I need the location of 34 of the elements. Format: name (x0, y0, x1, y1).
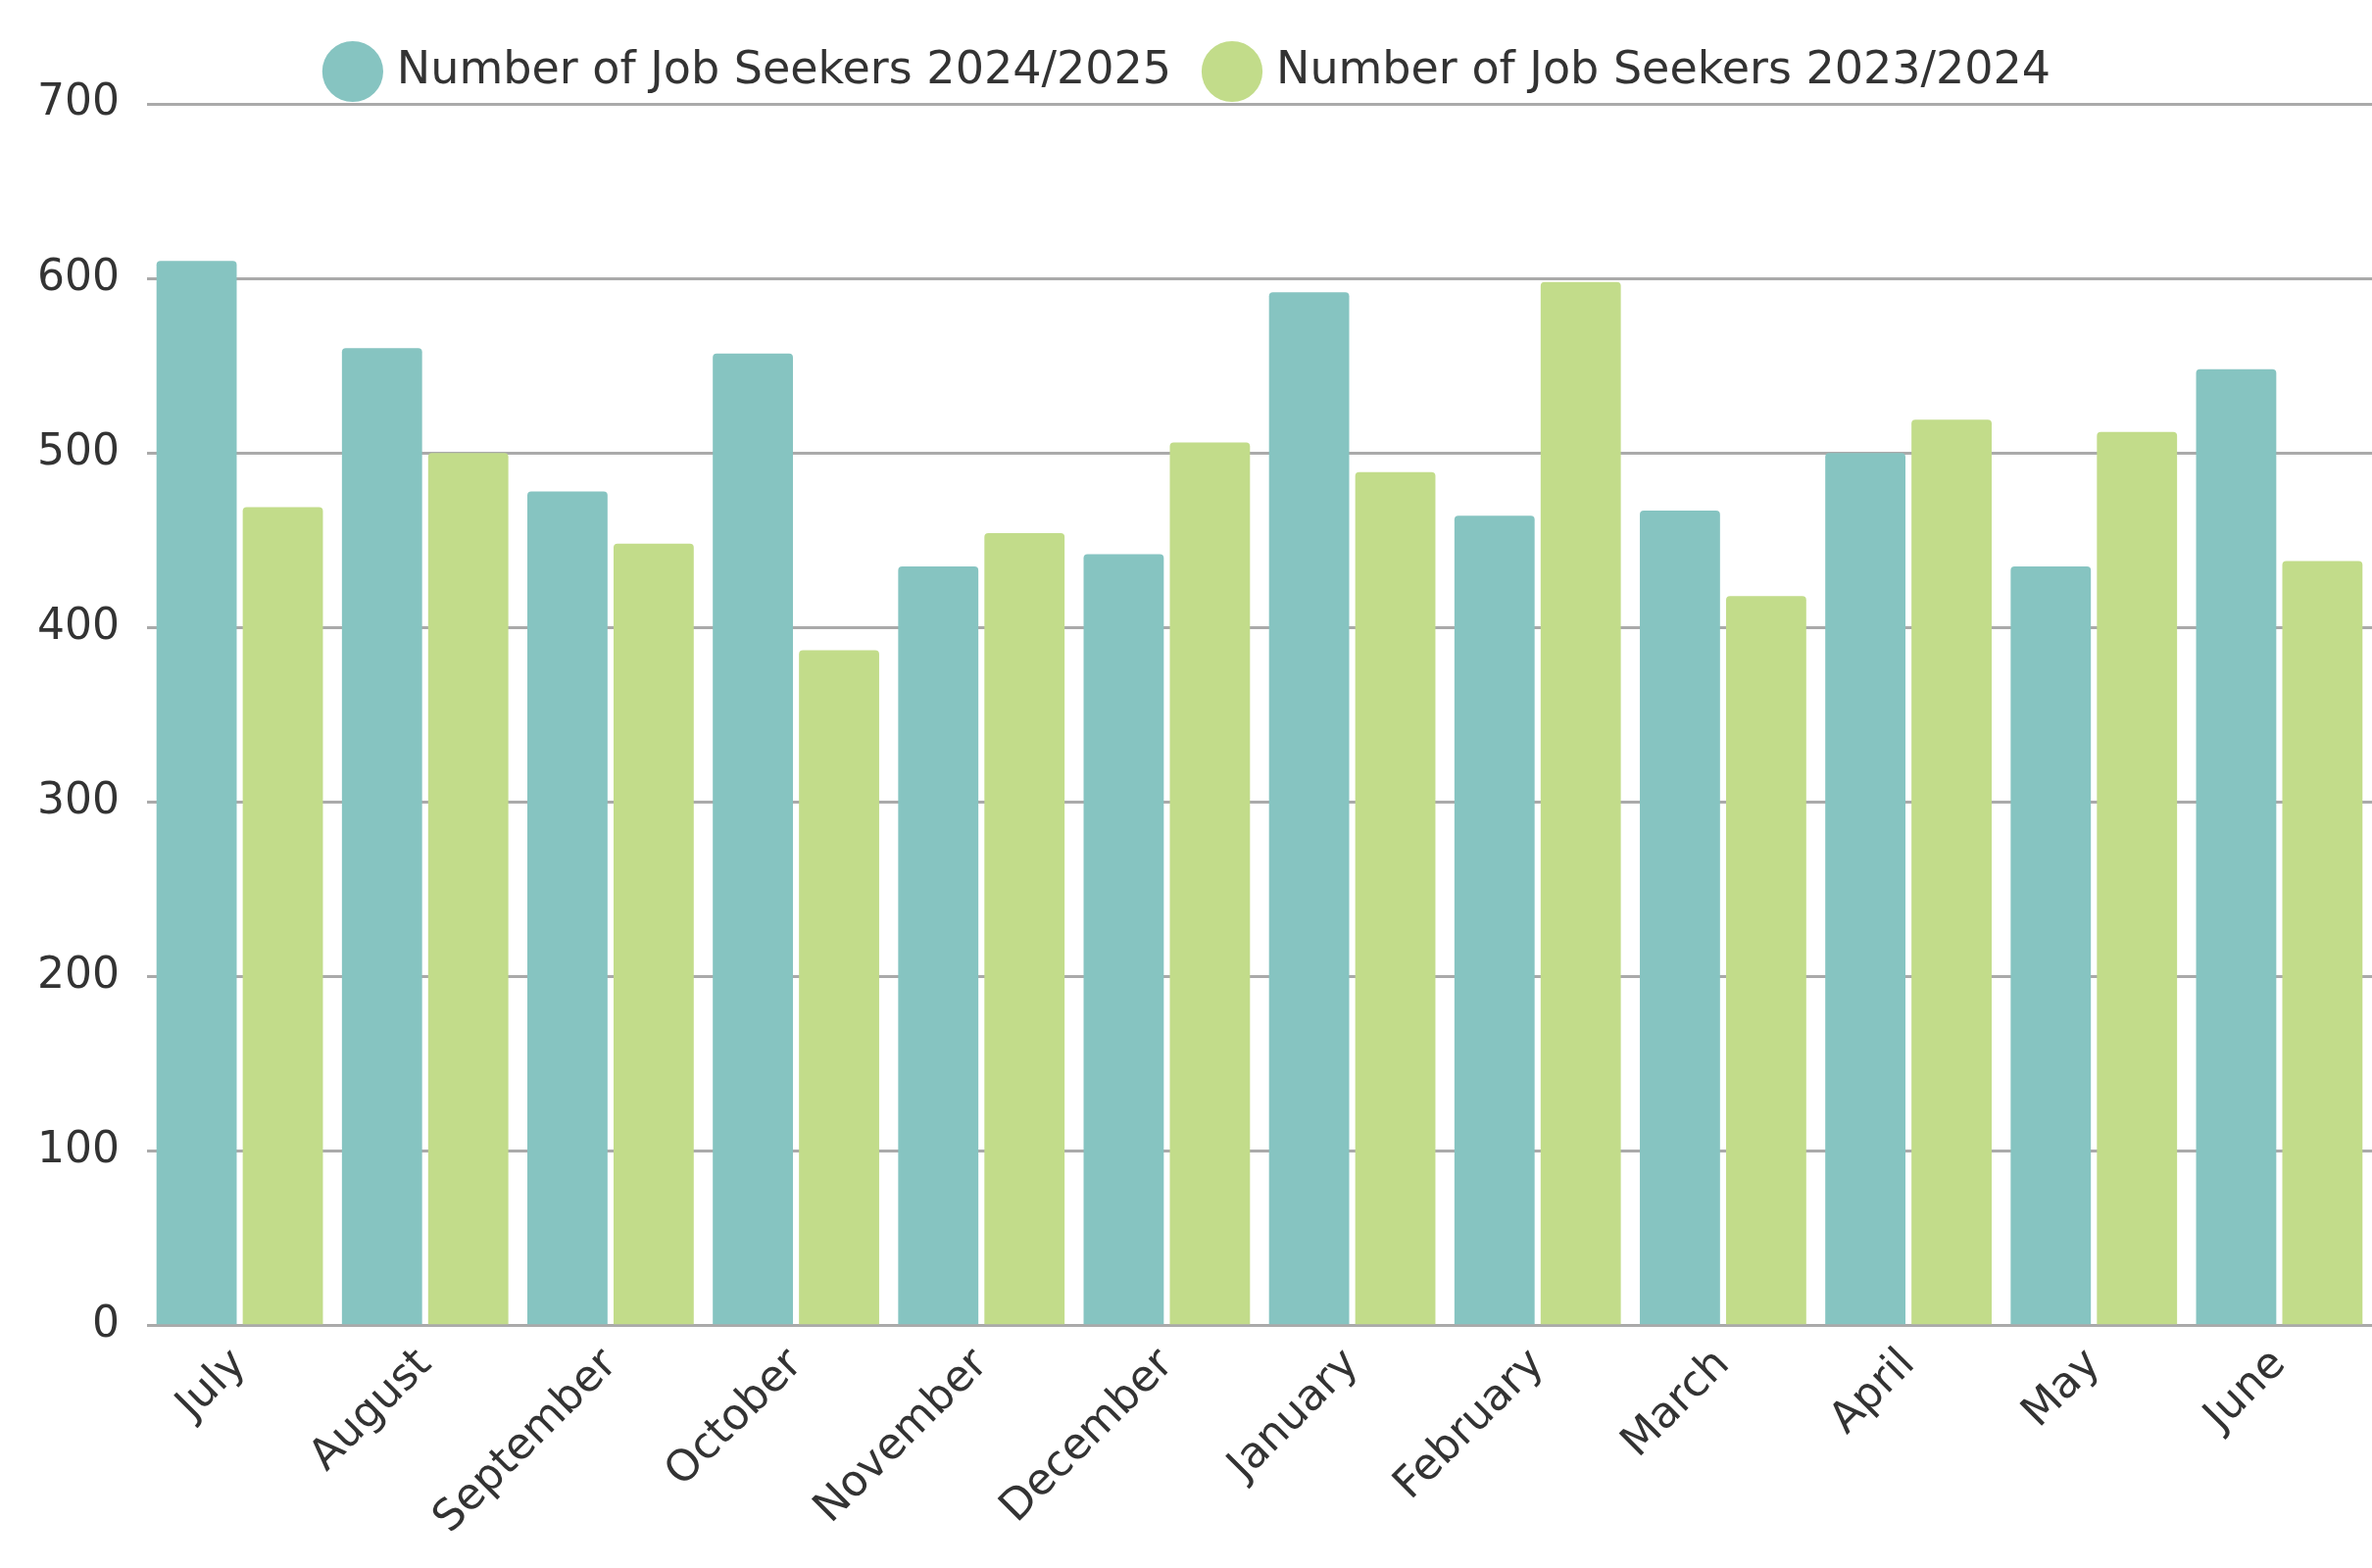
bar (984, 533, 1065, 1325)
bar (2010, 565, 2092, 1325)
bar (898, 565, 979, 1325)
y-tick-label: 0 (91, 1297, 120, 1348)
y-tick-label: 400 (37, 598, 120, 649)
bar (1640, 510, 1720, 1325)
bar (713, 353, 793, 1325)
y-tick-label: 300 (37, 772, 120, 823)
y-tick-label: 700 (37, 74, 120, 125)
legend-label: Number of Job Seekers 2023/2024 (1276, 40, 2051, 94)
bar (1268, 292, 1350, 1325)
y-tick-label: 200 (37, 947, 120, 998)
bar (341, 348, 422, 1325)
bar (2097, 431, 2178, 1325)
bar (1355, 471, 1436, 1325)
bar (1911, 419, 1992, 1325)
bar (156, 261, 237, 1325)
y-tick-label: 100 (37, 1122, 120, 1173)
legend-label: Number of Job Seekers 2024/2025 (396, 40, 1172, 94)
bar (1825, 453, 1905, 1325)
bar (613, 543, 694, 1325)
bar (1725, 596, 1806, 1325)
bar (799, 650, 879, 1325)
bar (2196, 368, 2277, 1325)
bar (427, 453, 509, 1325)
bar (1454, 515, 1535, 1325)
bar (527, 491, 608, 1325)
bar (1540, 281, 1621, 1325)
y-tick-label: 500 (37, 423, 120, 474)
bar (1169, 442, 1251, 1325)
bar (1083, 554, 1164, 1325)
bar (2282, 561, 2363, 1325)
bar (242, 507, 323, 1325)
y-tick-label: 600 (37, 249, 120, 300)
